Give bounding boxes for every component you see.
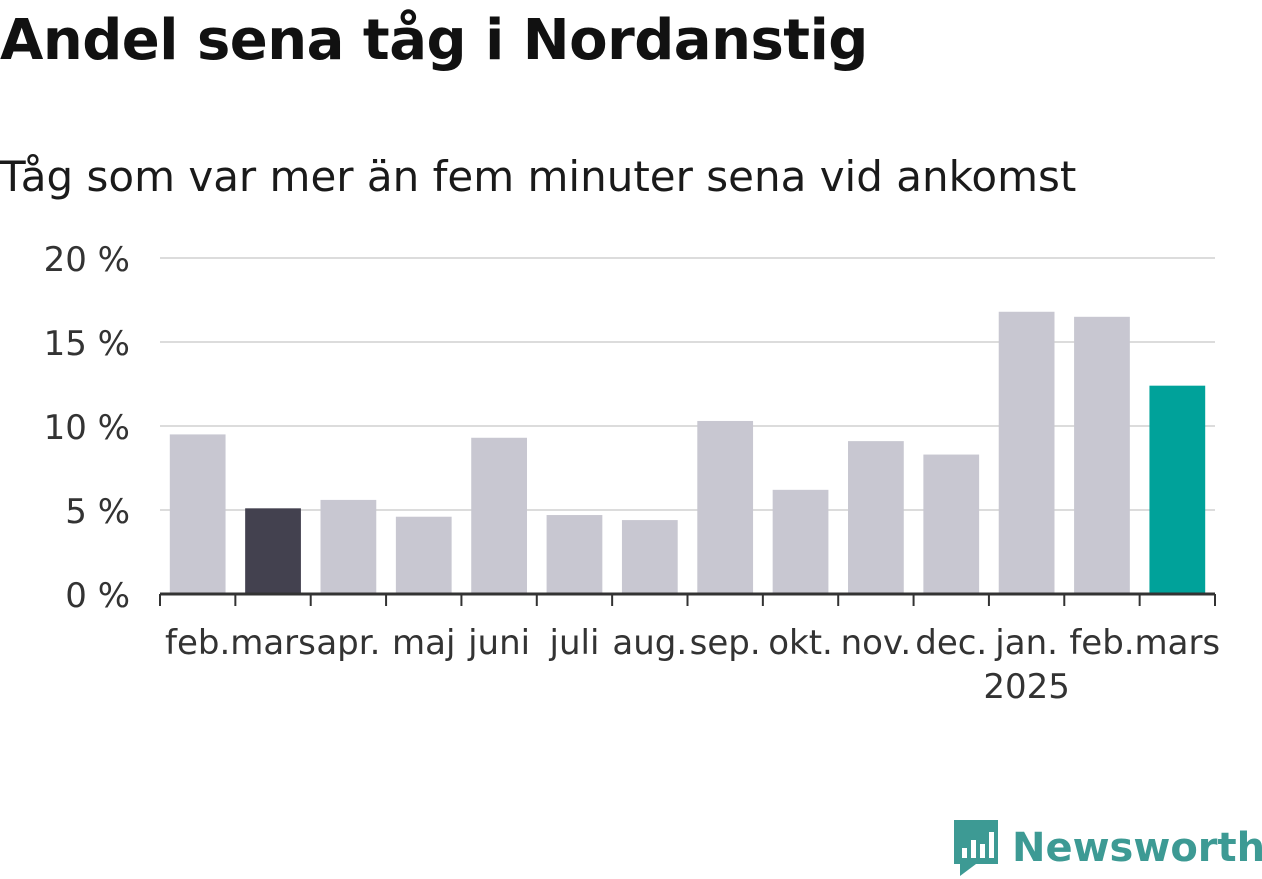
x-axis	[159, 592, 1216, 606]
bar	[320, 499, 377, 594]
y-tick-label: 0 %	[65, 576, 130, 616]
x-tick-label: mars	[230, 623, 316, 663]
x-tick-label: jan.	[994, 623, 1058, 663]
newsworthy-logo: Newsworthy	[950, 818, 1262, 878]
bar	[998, 311, 1055, 594]
x-tick-label: maj	[392, 623, 455, 663]
bar	[697, 420, 754, 594]
bar	[395, 516, 452, 594]
x-tick-label: okt.	[768, 623, 833, 663]
x-tick-label: dec.	[915, 623, 987, 663]
x-tick-label: feb.	[1069, 623, 1134, 663]
x-tick-label: apr.	[316, 623, 380, 663]
x-tick-sublabel: 2025	[983, 667, 1070, 707]
bar	[621, 520, 678, 594]
brand-name: Newsworthy	[1012, 825, 1262, 871]
bar	[546, 515, 603, 594]
chart-title: Andel sena tåg i Nordanstig	[0, 8, 868, 73]
newsworthy-logo-icon	[954, 820, 998, 876]
grid-lines	[160, 257, 1215, 511]
y-tick-label: 5 %	[65, 492, 130, 532]
x-axis-labels: feb. mars apr. maj juni juli aug. sep. okt. nov. d…	[165, 623, 1220, 707]
bar	[848, 441, 904, 594]
chart-subtitle: Tåg som var mer än fem minuter sena vid …	[0, 152, 1077, 201]
bar	[1074, 316, 1130, 594]
y-axis-labels: 0 % 5 % 10 % 15 % 20 %	[44, 240, 130, 616]
y-tick-label: 20 %	[44, 240, 130, 280]
y-tick-label: 15 %	[44, 324, 130, 364]
bar	[772, 489, 829, 594]
y-tick-label: 10 %	[44, 408, 130, 448]
x-tick-label: juni	[467, 623, 530, 663]
bar	[1149, 385, 1206, 594]
x-tick-label: mars	[1134, 623, 1220, 663]
x-tick-label: nov.	[841, 623, 912, 663]
bar	[923, 454, 980, 594]
bar	[245, 508, 301, 594]
bar	[471, 437, 527, 594]
bar	[169, 434, 226, 594]
x-tick-label: feb.	[165, 623, 230, 663]
x-tick-label: aug.	[612, 623, 687, 663]
x-tick-label: sep.	[690, 623, 761, 663]
x-tick-label: juli	[549, 623, 600, 663]
bars	[169, 311, 1206, 594]
